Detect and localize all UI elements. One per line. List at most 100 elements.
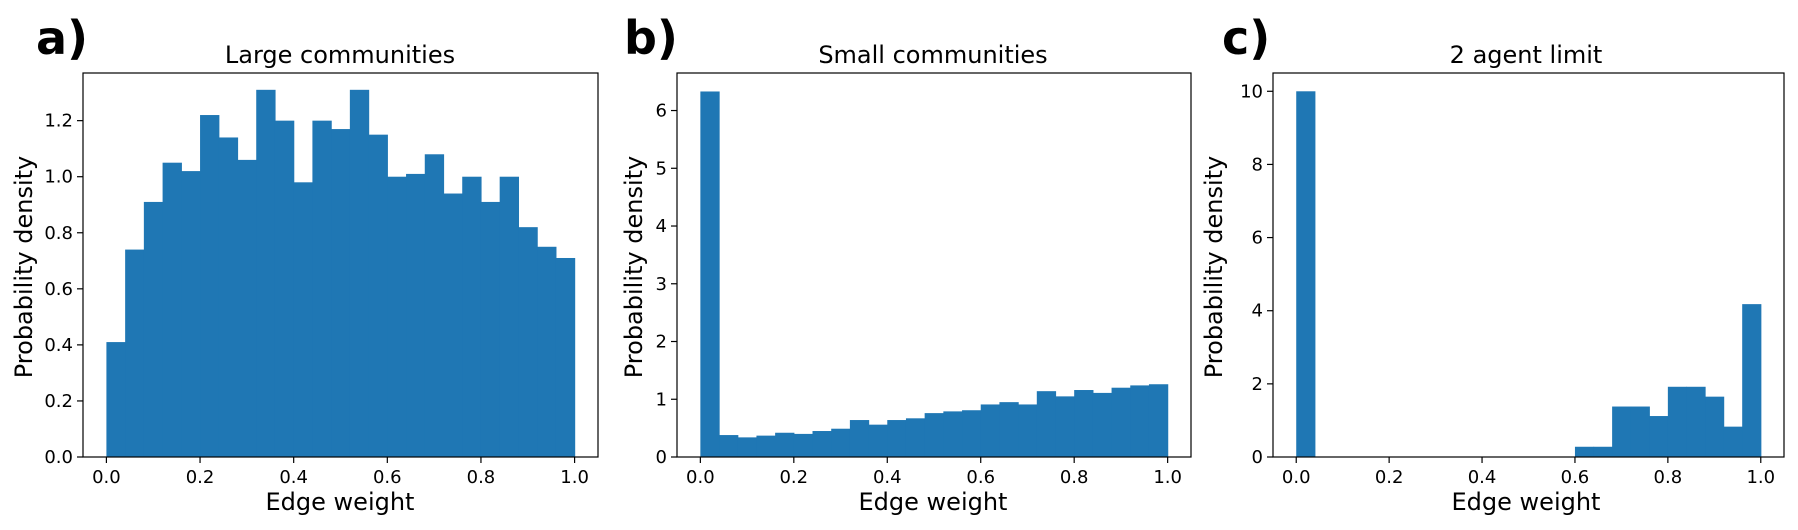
panel-letter: b) [624, 11, 678, 65]
y-tick-label: 6 [656, 101, 667, 122]
histogram-bar [274, 120, 295, 458]
y-axis-label: Probability density [10, 156, 38, 379]
histogram-bar [125, 249, 145, 457]
histogram-bar [1574, 446, 1595, 457]
y-tick-label: 1.2 [44, 111, 73, 132]
histogram-bar [1111, 387, 1131, 457]
histogram-bar [868, 424, 888, 457]
x-tick-label: 0.8 [1060, 467, 1089, 488]
histogram-bars [1296, 91, 1762, 457]
histogram-bar [256, 89, 276, 457]
y-tick-label: 0.2 [44, 391, 73, 412]
chart-title: Large communities [225, 41, 455, 69]
histogram-bar [200, 115, 220, 457]
y-tick-label: 2 [656, 332, 667, 353]
x-tick-label: 0.4 [279, 467, 308, 488]
histogram-bar [443, 193, 463, 457]
histogram-bar [480, 201, 501, 457]
histogram-bar [1074, 390, 1094, 457]
histogram-bar [1649, 416, 1669, 457]
y-tick-label: 6 [1252, 228, 1263, 249]
y-tick-label: 0 [656, 447, 667, 468]
plot-frame [1272, 72, 1785, 458]
x-tick-label: 0.2 [779, 467, 808, 488]
histogram-bar [406, 173, 426, 457]
histogram-bar [462, 176, 482, 457]
chart-title: 2 agent limit [1450, 41, 1603, 69]
x-axis-label: Edge weight [266, 488, 415, 516]
histogram-bars [700, 91, 1169, 457]
histogram-bar [1055, 396, 1075, 457]
panel-letter: c) [1222, 11, 1270, 65]
histogram-bar [143, 201, 164, 457]
chart-title: Small communities [818, 41, 1047, 69]
histogram-bar [1593, 446, 1613, 457]
panel-large-communities: a) Large communities 0.0 0.2 0.4 0.6 0.8 1.00… [10, 11, 599, 516]
histogram-bar [962, 410, 982, 457]
x-tick-label: 0.0 [686, 467, 715, 488]
x-tick-label: 0.2 [186, 467, 215, 488]
histogram-bar [1296, 91, 1316, 457]
x-tick-label: 0.4 [1468, 467, 1497, 488]
histogram-bar [1612, 406, 1632, 457]
histogram-bar [349, 89, 370, 457]
histogram-bar [1148, 384, 1169, 457]
histogram-bar [793, 433, 814, 457]
y-tick-label: 5 [656, 158, 667, 179]
x-tick-label: 0.0 [1282, 467, 1311, 488]
x-tick-label: 0.6 [373, 467, 402, 488]
histogram-bar [1667, 386, 1688, 457]
histogram-bar [537, 246, 557, 457]
y-tick-label: 0.8 [44, 223, 73, 244]
y-tick-label: 4 [1252, 301, 1263, 322]
y-tick-label: 0.0 [44, 447, 73, 468]
x-tick-label: 0.0 [92, 467, 121, 488]
histogram-bar [849, 420, 870, 457]
y-tick-label: 0.4 [44, 335, 73, 356]
axis-ticks: 0.0 0.2 0.4 0.6 0.8 1.0 0 2 4 6 8 10 [1240, 81, 1775, 488]
histogram-bar [181, 171, 201, 457]
histogram-bar [424, 154, 445, 457]
x-tick-label: 0.2 [1375, 467, 1404, 488]
histogram-bar [1018, 404, 1038, 457]
histogram-bar [106, 342, 126, 457]
plot-frame [82, 72, 599, 458]
histogram-bar [1630, 406, 1650, 457]
x-tick-label: 0.4 [873, 467, 902, 488]
x-tick-label: 1.0 [560, 467, 589, 488]
histogram-bar [1742, 304, 1762, 457]
histogram-bar [1686, 386, 1706, 457]
histogram-bar [1092, 392, 1113, 457]
histogram-bar [237, 159, 257, 457]
histogram-bar [1130, 385, 1150, 457]
x-tick-label: 1.0 [1746, 467, 1775, 488]
x-tick-label: 0.6 [966, 467, 995, 488]
y-axis-label: Probability density [620, 156, 648, 379]
histogram-bar [368, 134, 388, 457]
histogram-bar [499, 176, 520, 457]
histogram-bar [1705, 396, 1725, 457]
histogram-bar [999, 402, 1019, 457]
histogram-bar [518, 227, 538, 457]
histogram-bar [312, 120, 332, 458]
histogram-bar [218, 137, 239, 457]
y-tick-label: 8 [1252, 154, 1263, 175]
histogram-bar [737, 437, 758, 457]
x-tick-label: 0.8 [1654, 467, 1683, 488]
x-tick-label: 1.0 [1153, 467, 1182, 488]
histogram-bar [719, 435, 739, 457]
plot-frame [676, 72, 1192, 458]
y-tick-label: 3 [656, 274, 667, 295]
panel-2-agent-limit: c) 2 agent limit 0.0 0.2 0.4 0.6 0.8 1.0 0 2 4 6 8… [1200, 11, 1785, 516]
histogram-bar [943, 411, 963, 457]
histogram-bar [812, 431, 832, 457]
panel-small-communities: b) Small communities 0.0 0.2 0.4 0.6 0.8 1.0 0… [620, 11, 1192, 516]
x-tick-label: 0.8 [467, 467, 496, 488]
histogram-bar [293, 182, 314, 457]
x-axis-label: Edge weight [1452, 488, 1601, 516]
histogram-bar [1036, 391, 1057, 457]
histogram-bars [106, 89, 576, 458]
y-tick-label: 0.6 [44, 279, 73, 300]
histogram-bar [980, 404, 1001, 457]
